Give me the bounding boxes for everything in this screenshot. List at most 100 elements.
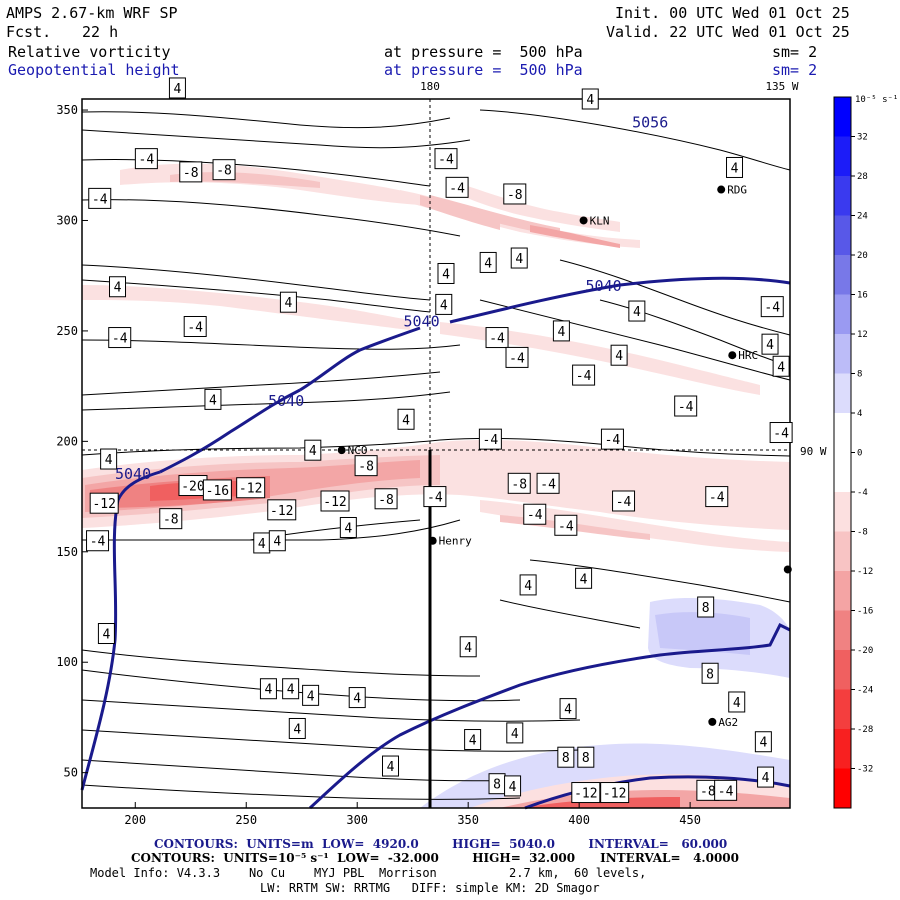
station-markers: RDG KLN HRC NCO Henry AG2 [337, 184, 792, 729]
svg-text:8: 8 [702, 601, 710, 616]
colorbar-label: 24 [857, 212, 868, 222]
x-tick-label: 450 [679, 813, 701, 827]
colorbar-swatch [834, 97, 851, 137]
x-tick-label: 300 [346, 813, 368, 827]
colorbar-swatch [834, 768, 851, 809]
vorticity-label: 4 [519, 574, 537, 596]
svg-text:4: 4 [353, 692, 361, 707]
svg-text:4: 4 [174, 82, 182, 97]
vorticity-label: 8 [577, 746, 595, 768]
vorticity-label: 4 [382, 755, 400, 777]
lon-135w-label: 135 W [765, 80, 798, 93]
vorticity-label: -4 [705, 486, 729, 508]
vorticity-label: -4 [505, 346, 529, 368]
vorticity-label: -4 [612, 490, 636, 512]
svg-text:4: 4 [464, 641, 472, 656]
vorticity-label: 4 [575, 567, 593, 589]
y-tick-label: 300 [56, 213, 78, 227]
station-ag2: AG2 [708, 716, 738, 729]
vorticity-label: 4 [610, 344, 628, 366]
x-tick-label: 400 [568, 813, 590, 827]
colorbar-label: 8 [857, 370, 862, 380]
svg-text:4: 4 [766, 338, 774, 353]
vorticity-label: 4 [97, 623, 115, 645]
lon-180-label: 180 [420, 80, 440, 93]
y-tick-label: 200 [56, 434, 78, 448]
vorticity-label: 4 [109, 276, 127, 298]
vorticity-label: 4 [268, 530, 286, 552]
plot-frame [81, 98, 791, 809]
vorticity-label: -4 [760, 296, 784, 318]
vorticity-label: 8 [701, 662, 719, 684]
vorticity-label: 4 [559, 698, 577, 720]
svg-text:4: 4 [524, 579, 532, 594]
svg-text:-8: -8 [358, 460, 374, 475]
y-tick-label: 100 [56, 655, 78, 669]
vorticity-label: 4 [728, 691, 746, 713]
colorbar-label: -8 [857, 528, 868, 538]
smoothing-vorticity: sm= 2 [772, 43, 818, 61]
svg-text:8: 8 [582, 751, 590, 766]
station-rdg: RDG [717, 184, 747, 197]
vorticity-label: -4 [434, 148, 458, 170]
y-tick-label: 250 [56, 324, 78, 338]
colorbar-swatch [834, 176, 851, 216]
model-title: AMPS 2.67-km WRF SP [6, 4, 178, 22]
vorticity-label: 4 [754, 731, 772, 753]
colorbar-swatch [834, 531, 851, 572]
svg-text:-4: -4 [718, 784, 734, 799]
vorticity-label: -16 [202, 479, 232, 501]
vorticity-contours [81, 109, 791, 800]
colorbar-swatch [834, 334, 851, 374]
y-tick-label: 50 [64, 766, 78, 780]
svg-text:-8: -8 [216, 164, 232, 179]
vorticity-label: 4 [204, 388, 222, 410]
vorticity-label: -8 [179, 161, 203, 183]
svg-text:4: 4 [265, 683, 273, 698]
svg-text:-4: -4 [483, 433, 499, 448]
lon-90w-label: 90 W [800, 445, 827, 458]
svg-text:4: 4 [586, 93, 594, 108]
svg-text:4: 4 [105, 453, 113, 468]
vorticity-label: -12 [320, 490, 350, 512]
svg-text:4: 4 [287, 683, 295, 698]
svg-text:-12: -12 [92, 497, 115, 512]
vorticity-labels: 4 4 -4 -8 -8 -4 -4 -4 -8 4 4 4 4 4 4 4 4 -4 -4 -4 4 -4 4 -4 -4 4 4… [86, 77, 793, 804]
svg-text:4: 4 [273, 535, 281, 550]
svg-text:4: 4 [440, 298, 448, 313]
vorticity-label: -4 [86, 530, 110, 552]
svg-text:8: 8 [562, 751, 570, 766]
x-tick-label: 350 [457, 813, 479, 827]
station-nco: NCO [337, 444, 368, 457]
svg-text:4: 4 [442, 267, 450, 282]
colorbar-label: 32 [857, 133, 868, 143]
colorbar-label: -24 [857, 686, 873, 696]
vorticity-label: 4 [479, 251, 497, 273]
station-hrc: HRC [728, 349, 758, 362]
vorticity-label: -4 [445, 176, 469, 198]
svg-text:4: 4 [511, 727, 519, 742]
vorticity-label: 4 [761, 333, 779, 355]
colorbar-label: 16 [857, 291, 868, 301]
svg-text:-8: -8 [163, 513, 179, 528]
svg-text:4: 4 [633, 305, 641, 320]
colorbar-swatch [834, 452, 851, 493]
svg-text:NCO: NCO [348, 444, 368, 457]
svg-text:-4: -4 [92, 192, 108, 207]
vorticity-label: 4 [464, 729, 482, 751]
colorbar-label: -16 [857, 607, 873, 617]
svg-text:4: 4 [402, 413, 410, 428]
vorticity-label: 4 [100, 448, 118, 470]
svg-text:4: 4 [557, 325, 565, 340]
svg-text:4: 4 [284, 296, 292, 311]
colorbar-label: -32 [857, 765, 873, 775]
field-vorticity: Relative vorticity [8, 43, 171, 61]
svg-text:-4: -4 [449, 181, 465, 196]
vorticity-label: 4 [348, 687, 366, 709]
vorticity-label: -4 [536, 472, 560, 494]
svg-text:4: 4 [387, 760, 395, 775]
colorbar-label: 0 [857, 449, 862, 459]
valid-time: Valid. 22 UTC Wed 01 Oct 25 [606, 23, 850, 41]
svg-text:-4: -4 [112, 332, 128, 347]
